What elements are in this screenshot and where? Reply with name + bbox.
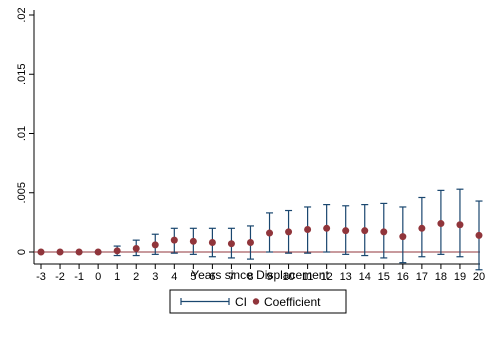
coefficient-point: [189, 237, 197, 245]
coefficient-point: [399, 233, 407, 241]
coefficient-point: [170, 236, 178, 244]
coefficient-point: [323, 224, 331, 232]
coefficient-point: [132, 244, 140, 252]
coefficient-point: [151, 241, 159, 249]
coefficient-point: [285, 228, 293, 236]
x-tick-label: 1: [114, 271, 120, 283]
legend-coefficient-label: Coefficient: [264, 295, 321, 309]
legend: CI Coefficient: [169, 289, 347, 314]
x-tick-label: 8: [247, 271, 253, 283]
y-tick-label: 0: [16, 249, 28, 255]
x-tick-label: 16: [397, 271, 409, 283]
coefficient-point: [246, 239, 254, 247]
coefficient-point: [342, 227, 350, 235]
x-tick-label: 11: [302, 271, 313, 283]
x-tick-label: 0: [95, 271, 101, 283]
x-tick-label: 7: [228, 271, 234, 283]
coefficient-point: [361, 227, 369, 235]
x-tick-label: 19: [454, 271, 466, 283]
y-tick-label: .005: [16, 182, 28, 203]
x-tick-label: 18: [435, 271, 447, 283]
x-tick-label: -2: [55, 271, 65, 283]
plot-area: [34, 188, 483, 271]
x-tick-label: 17: [416, 271, 428, 283]
x-axis: -3 -2 -1 0 1 2 3 4 5 6 7 8 9 10 11 12 13 14 15 16 17 18 19 20: [34, 263, 485, 283]
coefficient-point: [456, 221, 464, 229]
legend-ci-label: CI: [235, 295, 247, 309]
y-tick-label: .02: [16, 7, 28, 22]
x-axis-title: Years since Displacement: [191, 268, 329, 282]
coefficient-point: [37, 248, 45, 256]
x-tick-label: 9: [266, 271, 272, 283]
y-axis: 0 .005 .01 .015 .02: [16, 7, 35, 264]
x-tick-label: 12: [321, 271, 333, 283]
coefficient-point: [227, 240, 235, 248]
coefficient-point: [266, 229, 274, 237]
coefficient-point: [75, 248, 83, 256]
x-tick-label: 14: [359, 271, 371, 283]
coefficient-point: [437, 220, 445, 228]
coefficient-point: [113, 247, 121, 255]
coefficient-point: [380, 228, 388, 236]
x-tick-label: 13: [340, 271, 352, 283]
legend-ci-marker: [180, 298, 230, 305]
x-tick-label: 10: [282, 271, 294, 283]
x-tick-label: -3: [36, 271, 46, 283]
x-tick-label: 2: [133, 271, 139, 283]
coefficient-point: [94, 248, 102, 256]
x-tick-label: 15: [378, 271, 390, 283]
x-tick-label: 5: [190, 271, 196, 283]
coefficient-point: [475, 231, 483, 239]
x-tick-label: 20: [473, 271, 485, 283]
x-tick-label: 6: [209, 271, 215, 283]
coefficient-point: [304, 225, 312, 233]
x-tick-label: -1: [74, 271, 84, 283]
coefficient-point: [56, 248, 64, 256]
y-tick-label: .01: [16, 126, 28, 141]
x-tick-label: 3: [152, 271, 158, 283]
coefficient-point: [418, 224, 426, 232]
legend-coefficient-marker: [252, 298, 260, 305]
y-tick-label: .015: [16, 64, 28, 85]
x-tick-label: 4: [171, 271, 177, 283]
coefficient-point: [208, 239, 216, 247]
